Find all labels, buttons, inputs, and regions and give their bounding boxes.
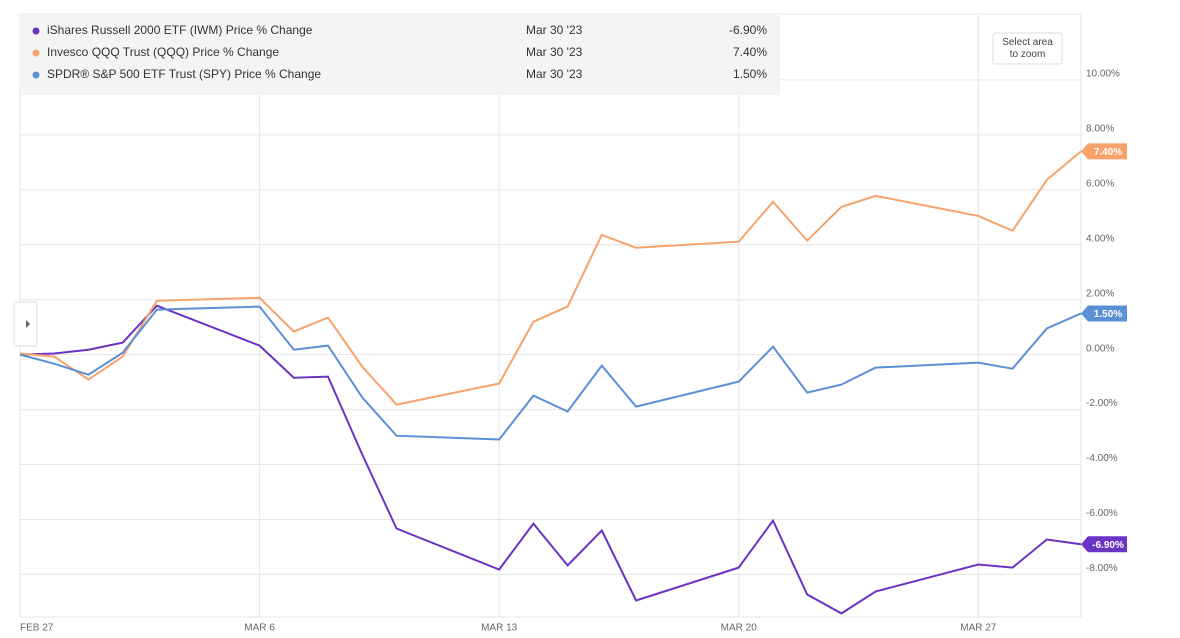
y-tick-label: -6.00%	[1086, 508, 1118, 519]
y-tick-label: -4.00%	[1086, 453, 1118, 464]
side-toggle[interactable]	[13, 301, 38, 347]
x-tick-label: FEB 27	[20, 623, 54, 634]
end-tag-label: 7.40%	[1094, 147, 1122, 158]
legend-marker	[32, 27, 40, 35]
legend-marker	[32, 49, 40, 57]
y-tick-label: 2.00%	[1086, 288, 1114, 299]
y-tick-label: 4.00%	[1086, 233, 1114, 244]
end-tag-label: -6.90%	[1092, 540, 1124, 551]
legend-value: 1.50%	[733, 67, 767, 81]
legend-box	[20, 14, 780, 95]
y-tick-label: -2.00%	[1086, 398, 1118, 409]
y-tick-label: 10.00%	[1086, 69, 1120, 80]
legend-date: Mar 30 '23	[526, 23, 583, 37]
y-tick-label: -8.00%	[1086, 563, 1118, 574]
legend-date: Mar 30 '23	[526, 67, 583, 81]
series-line	[19, 304, 1082, 615]
toggle-arrow[interactable]	[26, 320, 30, 328]
x-tick-label: MAR 27	[960, 623, 997, 634]
toggle-box[interactable]	[13, 301, 38, 347]
legend-label: Invesco QQQ Trust (QQQ) Price % Change	[47, 45, 279, 59]
legend-value: -6.90%	[729, 23, 767, 37]
x-tick-label: MAR 13	[481, 623, 518, 634]
end-tag	[1081, 143, 1127, 160]
y-tick-label: 6.00%	[1086, 178, 1114, 189]
legend-marker	[32, 71, 40, 79]
y-tick-label: 8.00%	[1086, 124, 1114, 135]
legend-value: 7.40%	[733, 45, 767, 59]
series-line	[19, 305, 1082, 441]
end-tag-label: 1.50%	[1094, 309, 1122, 320]
legend-label: SPDR® S&P 500 ETF Trust (SPY) Price % Ch…	[47, 67, 321, 81]
x-tick-label: MAR 20	[721, 623, 758, 634]
legend-label: iShares Russell 2000 ETF (IWM) Price % C…	[47, 23, 313, 37]
end-tag	[1081, 536, 1127, 553]
end-tag	[1081, 305, 1127, 322]
series-line	[19, 150, 1082, 406]
zoom-button[interactable]: Select area to zoom	[992, 32, 1063, 65]
legend-date: Mar 30 '23	[526, 45, 583, 59]
y-tick-label: 0.00%	[1086, 343, 1114, 354]
x-tick-label: MAR 6	[244, 623, 275, 634]
zoom-button-box[interactable]	[992, 32, 1063, 65]
zoom-button-label[interactable]: Select area to zoom	[1002, 37, 1053, 60]
